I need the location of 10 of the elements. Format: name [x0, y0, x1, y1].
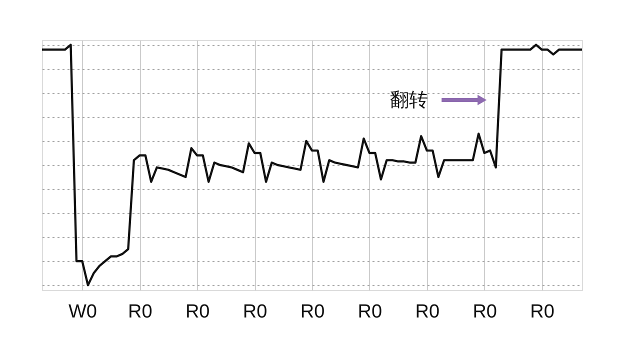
x-tick-label: W0 — [68, 302, 97, 322]
x-tick-label: R0 — [185, 302, 210, 322]
x-tick-label: R0 — [128, 302, 152, 322]
x-tick-label: R0 — [472, 302, 497, 322]
x-tick-label: R0 — [242, 302, 268, 322]
x-tick-label: R0 — [358, 302, 382, 322]
annotation: 翻转 — [390, 90, 428, 111]
x-tick-label: R0 — [415, 302, 440, 322]
x-tick-label: R0 — [530, 302, 554, 322]
x-tick-label: R0 — [300, 302, 325, 322]
